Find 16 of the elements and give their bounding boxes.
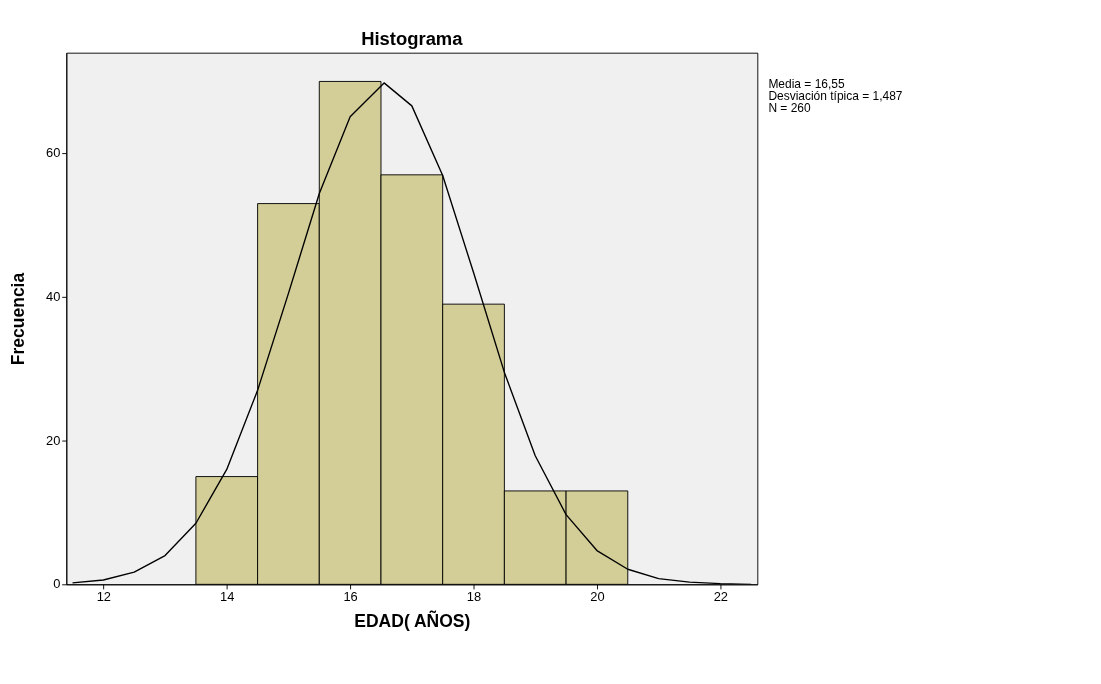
text: N = 260 — [768, 100, 811, 115]
y-tick-label: 60 — [46, 145, 61, 161]
x-tick-label: 22 — [713, 589, 728, 605]
x-tick-label: 20 — [590, 589, 605, 605]
y-tick-label: 0 — [53, 576, 61, 592]
x-tick-label: 14 — [220, 589, 235, 605]
x-tick-label: 18 — [466, 589, 482, 605]
x-tick-label: 16 — [343, 589, 358, 605]
y-axis-title: Frecuencia — [7, 272, 28, 366]
chart-title: Histograma — [361, 28, 464, 50]
text: Media = 16,55 — [768, 76, 845, 91]
y-tick-label: 40 — [46, 289, 61, 305]
x-tick-label: 12 — [96, 589, 111, 605]
text: Desviación típica = 1,487 — [768, 88, 903, 103]
y-tick-label: 20 — [46, 432, 61, 448]
x-axis-title: EDAD( AÑOS) — [354, 610, 471, 632]
